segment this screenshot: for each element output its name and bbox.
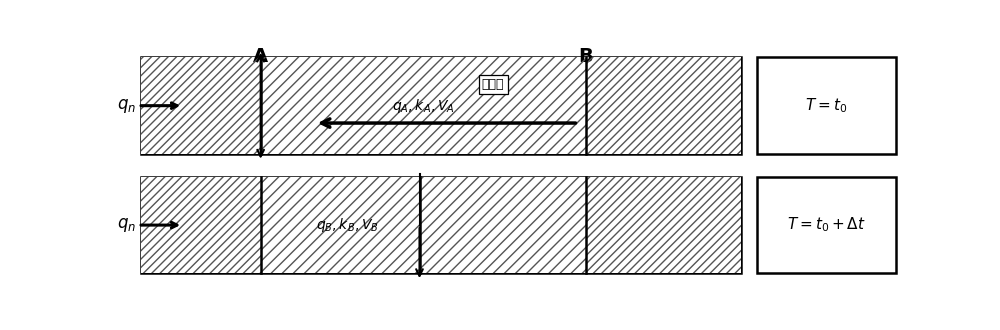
Bar: [140, 177, 741, 273]
Bar: [261, 177, 420, 273]
Bar: [140, 57, 261, 154]
Bar: [757, 177, 896, 273]
Bar: [261, 57, 586, 154]
Text: $q_B, k_B, V_B$: $q_B, k_B, V_B$: [316, 216, 379, 234]
Bar: [420, 177, 586, 273]
Bar: [140, 177, 261, 273]
Text: 拥堵波: 拥堵波: [482, 78, 504, 91]
Bar: [261, 57, 586, 154]
Text: $q_n$: $q_n$: [117, 97, 137, 115]
Bar: [586, 177, 741, 273]
Bar: [140, 57, 261, 154]
Bar: [420, 177, 586, 273]
Bar: [757, 57, 896, 154]
Bar: [140, 177, 261, 273]
Text: B: B: [579, 47, 594, 66]
Text: $q_n$: $q_n$: [117, 216, 137, 234]
Bar: [261, 177, 420, 273]
Bar: [586, 57, 741, 154]
Text: $q_A, k_A, V_A$: $q_A, k_A, V_A$: [392, 97, 455, 115]
Text: $T=t_0$: $T=t_0$: [805, 96, 847, 115]
Bar: [140, 57, 741, 154]
Text: A: A: [253, 47, 268, 66]
Text: $T=t_0+\Delta t$: $T=t_0+\Delta t$: [787, 216, 866, 234]
Bar: [586, 57, 741, 154]
Bar: [586, 177, 741, 273]
